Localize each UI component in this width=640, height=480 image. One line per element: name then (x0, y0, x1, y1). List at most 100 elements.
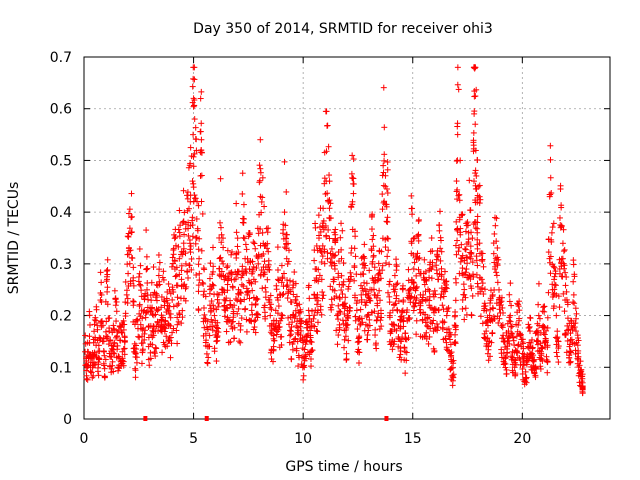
data-point-cloud (570, 299, 577, 306)
data-point-cloud (438, 265, 445, 272)
data-point-cloud (473, 253, 480, 260)
data-point-cloud (489, 293, 496, 300)
data-point (196, 255, 203, 262)
data-point-cloud (318, 258, 325, 265)
data-point-cloud (365, 290, 372, 297)
data-point-cloud (461, 257, 468, 264)
data-point-cloud (330, 278, 337, 285)
data-point-cloud (572, 305, 579, 312)
data-point-cloud (384, 166, 391, 173)
data-point (513, 333, 520, 340)
data-point-cloud (548, 238, 555, 245)
data-point-cloud (204, 318, 211, 325)
data-point-cloud (447, 341, 454, 348)
data-point-cloud (130, 298, 137, 305)
data-point-cloud (577, 358, 584, 365)
data-point-cloud (412, 287, 419, 294)
data-point-cloud (285, 314, 292, 321)
data-point-cloud (132, 367, 139, 374)
data-point-cloud (359, 270, 366, 277)
data-point-cloud (391, 288, 398, 295)
data-point-cloud (266, 266, 273, 273)
data-point-cloud (324, 249, 331, 256)
data-point-cloud (452, 275, 459, 282)
data-point-cloud (456, 244, 463, 251)
data-point-cloud (516, 315, 523, 322)
data-point-cloud (459, 252, 466, 259)
data-point-cloud (399, 334, 406, 341)
data-point-cloud (490, 250, 497, 257)
data-point-cloud (422, 333, 429, 340)
data-point-cloud (378, 248, 385, 255)
data-point-cloud (452, 326, 459, 333)
data-point-cloud (229, 283, 236, 290)
data-point-cloud (121, 334, 128, 341)
data-point (112, 302, 119, 309)
data-point-cloud (122, 313, 129, 320)
data-point-cloud (557, 182, 564, 189)
data-point-cloud (394, 307, 401, 314)
data-point-cloud (173, 264, 180, 271)
data-point-cloud (376, 287, 383, 294)
data-point-cloud (112, 334, 119, 341)
data-point-cloud (446, 336, 453, 343)
data-point-cloud (139, 315, 146, 322)
data-point-cloud (148, 308, 155, 315)
data-point-cloud (171, 258, 178, 265)
data-point-cloud (321, 180, 328, 187)
data-point-cloud (250, 239, 257, 246)
data-point-cloud (572, 320, 579, 327)
data-point-cloud (240, 201, 247, 208)
data-point-cloud (202, 330, 209, 337)
data-point (553, 312, 560, 319)
data-point-cloud (457, 157, 464, 164)
data-point-cloud (468, 312, 475, 319)
data-point-cloud (170, 303, 177, 310)
data-point-cloud (295, 352, 302, 359)
data-point-cloud (385, 247, 392, 254)
data-point-cloud (347, 269, 354, 276)
data-point-cloud (542, 335, 549, 342)
data-point-cloud (275, 326, 282, 333)
data-point-cloud (210, 305, 217, 312)
data-point-cloud (210, 244, 217, 251)
data-point-cloud (368, 212, 375, 219)
data-point-cloud (208, 316, 215, 323)
data-point-cloud (297, 323, 304, 330)
data-point-cloud (361, 241, 368, 248)
data-point-cloud (289, 319, 296, 326)
data-point-cloud (355, 338, 362, 345)
data-point-cloud (442, 335, 449, 342)
data-point-cloud (301, 346, 308, 353)
data-point-cloud (550, 220, 557, 227)
data-point-cloud (532, 372, 539, 379)
data-point-cloud (472, 170, 479, 177)
data-point-cloud (335, 258, 342, 265)
data-point-cloud (364, 336, 371, 343)
data-point-cloud (366, 267, 373, 274)
data-point-cloud (426, 297, 433, 304)
data-point-cloud (260, 271, 267, 278)
data-point-cloud (428, 275, 435, 282)
data-point-cloud (507, 280, 514, 287)
data-point-cloud (563, 288, 570, 295)
data-point-cloud (283, 231, 290, 238)
data-point-cloud (374, 277, 381, 284)
data-point-cloud (223, 304, 230, 311)
data-point-cloud (192, 124, 199, 131)
data-point-cloud (527, 314, 534, 321)
data-point-cloud (561, 308, 568, 315)
data-point-cloud (215, 329, 222, 336)
data-point-cloud (315, 212, 322, 219)
data-point-cloud (320, 292, 327, 299)
data-point-cloud (558, 202, 565, 209)
data-point-cloud (397, 348, 404, 355)
data-point-cloud (454, 64, 461, 71)
data-point-cloud (218, 239, 225, 246)
data-point-cloud (308, 338, 315, 345)
data-point-cloud (460, 281, 467, 288)
data-point-cloud (401, 345, 408, 352)
data-point-cloud (240, 234, 247, 241)
data-point-cloud (476, 193, 483, 200)
data-point-cloud (413, 295, 420, 302)
